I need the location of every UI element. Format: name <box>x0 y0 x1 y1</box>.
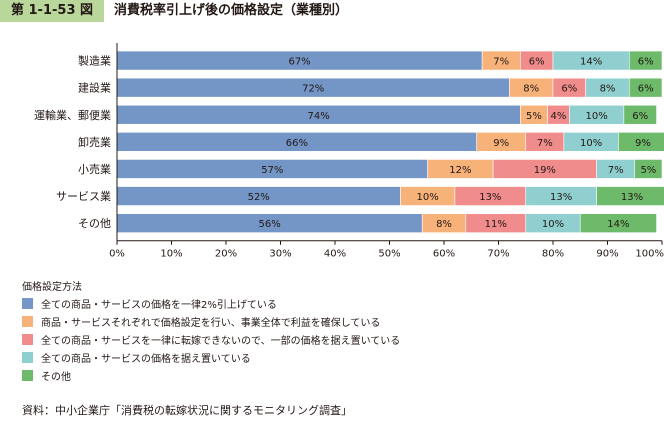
legend-item: 全ての商品・サービスの価格を据え置いている <box>22 348 622 366</box>
data-label: 14% <box>580 57 602 68</box>
data-label: 6% <box>638 57 654 68</box>
x-tick-label: 80% <box>542 249 564 260</box>
legend-label: 全ての商品・サービスの価格を据え置いている <box>41 353 251 365</box>
data-label: 57% <box>261 165 283 176</box>
legend-swatch <box>22 351 33 363</box>
category-label: その他 <box>78 217 111 230</box>
legend-swatch <box>22 333 33 345</box>
legend-swatch <box>22 369 33 381</box>
data-label: 52% <box>248 192 270 203</box>
category-label: 運輸業、郵便業 <box>34 108 111 122</box>
x-tick-label: 0% <box>109 249 125 260</box>
data-label: 13% <box>550 192 572 203</box>
data-label: 14% <box>607 219 629 230</box>
x-tick-label: 90% <box>596 249 618 260</box>
legend-item: 全ての商品・サービスの価格を一律2%引上げている <box>22 294 622 312</box>
data-label: 7% <box>537 138 553 149</box>
data-label: 8% <box>600 84 616 95</box>
data-label: 9% <box>493 138 509 149</box>
category-label: 小売業 <box>78 163 111 176</box>
bar-segment <box>618 132 664 152</box>
legend-swatch <box>22 297 33 309</box>
x-tick-label: 20% <box>215 249 237 260</box>
category-label: 建設業 <box>78 81 111 95</box>
data-label: 6% <box>632 111 648 122</box>
data-label: 13% <box>621 192 643 203</box>
bar-segment <box>623 104 657 125</box>
bar-segment <box>628 50 663 71</box>
legend-item: その他 <box>22 366 622 384</box>
legend-label: その他 <box>41 371 71 383</box>
x-tick-label: 50% <box>378 249 400 260</box>
data-label: 10% <box>417 192 439 203</box>
data-label: 10% <box>542 219 564 230</box>
legend-item: 商品・サービスそれぞれで価格設定を行い、事業全体で利益を確保している <box>22 312 622 330</box>
category-label: サービス業 <box>56 190 111 203</box>
data-label: 6% <box>529 57 545 68</box>
x-tick-label: 60% <box>433 249 455 260</box>
legend-label: 商品・サービスそれぞれで価格設定を行い、事業全体で利益を確保している <box>41 317 381 329</box>
data-label: 10% <box>580 138 602 149</box>
source-note: 資料：中小企業庁「消費税の転嫁状況に関するモニタリング調査」 <box>22 404 352 417</box>
data-label: 6% <box>638 84 654 95</box>
category-label: 製造業 <box>78 54 111 68</box>
data-label: 66% <box>286 138 308 149</box>
legend: 価格設定方法 全ての商品・サービスの価格を一律2%引上げている商品・サービスそれ… <box>22 281 622 384</box>
x-tick-label: 40% <box>324 249 346 260</box>
x-tick-label: 70% <box>487 249 509 260</box>
legend-title: 価格設定方法 <box>22 282 82 293</box>
data-label: 19% <box>534 165 556 176</box>
bar-segment <box>628 77 663 98</box>
legend-label: 全ての商品・サービスを一律に転嫁できないので、一部の価格を据え置いている <box>41 335 401 347</box>
x-tick-label: 30% <box>269 249 291 260</box>
figure-title: 消費税率引上げ後の価格設定（業種別） <box>114 3 349 18</box>
bar-segment <box>579 213 657 233</box>
figure-header: 第 1-1-53 図 消費税率引上げ後の価格設定（業種別） <box>0 0 664 22</box>
data-label: 6% <box>561 84 577 95</box>
figure-number-badge: 第 1-1-53 図 <box>0 0 104 22</box>
bar-segment <box>596 186 664 206</box>
data-label: 10% <box>585 111 607 122</box>
legend-label: 全ての商品・サービスの価格を一律2%引上げている <box>41 299 277 311</box>
stacked-bar-chart: 製造業 67% 7% 6% 14% 6% 建設業 72% 8% 6% 8% 6% 運輸業、郵便業 74% 5… <box>34 43 664 260</box>
data-label: 8% <box>523 84 539 95</box>
data-label: 5% <box>526 111 542 122</box>
legend-item: 全ての商品・サービスを一律に転嫁できないので、一部の価格を据え置いている <box>22 330 622 348</box>
bar-segment <box>634 159 663 179</box>
data-label: 4% <box>551 111 567 122</box>
data-label: 11% <box>485 219 507 230</box>
data-label: 72% <box>302 84 324 95</box>
legend-swatch <box>22 315 33 327</box>
legend-items: 全ての商品・サービスの価格を一律2%引上げている商品・サービスそれぞれで価格設定… <box>22 294 622 384</box>
data-label: 67% <box>288 57 310 68</box>
data-label: 7% <box>608 165 624 176</box>
data-label: 56% <box>258 219 280 230</box>
data-label: 74% <box>308 111 330 122</box>
data-label: 12% <box>449 165 471 176</box>
data-label: 7% <box>493 57 509 68</box>
data-label: 13% <box>479 192 501 203</box>
x-tick-label: 100% <box>635 249 664 260</box>
category-label: 卸売業 <box>78 135 111 149</box>
x-tick-label: 10% <box>160 249 182 260</box>
data-label: 9% <box>635 138 651 149</box>
data-label: 8% <box>436 219 452 230</box>
data-label: 5% <box>640 165 656 176</box>
